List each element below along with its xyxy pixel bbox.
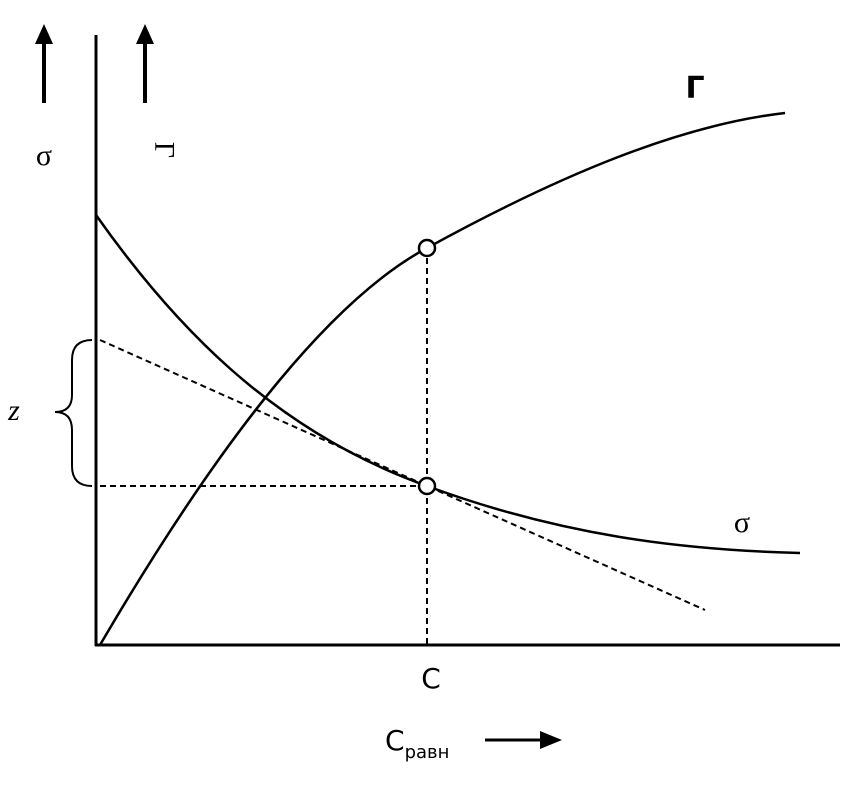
gamma-point [417,238,437,258]
z-label: z [7,394,20,427]
x-axis-label-main: C [385,724,405,757]
brace [54,339,93,487]
x-axis-label: Cравн [385,724,449,763]
sigma-curve [94,214,801,555]
sigma-axis-label: σ [36,139,52,172]
sigma-point [417,476,437,496]
gamma-curve-label: Г [685,71,704,106]
up-arrows [35,24,154,103]
point-c-label: C [421,662,441,695]
gamma-axis-label: Γ [148,142,179,158]
gamma-curve [98,111,786,646]
sigma-curve-label: σ [734,506,750,539]
dashed-guides [99,248,706,645]
x-axis-label-subscript: равн [405,742,450,763]
x-direction-arrow [485,731,562,749]
